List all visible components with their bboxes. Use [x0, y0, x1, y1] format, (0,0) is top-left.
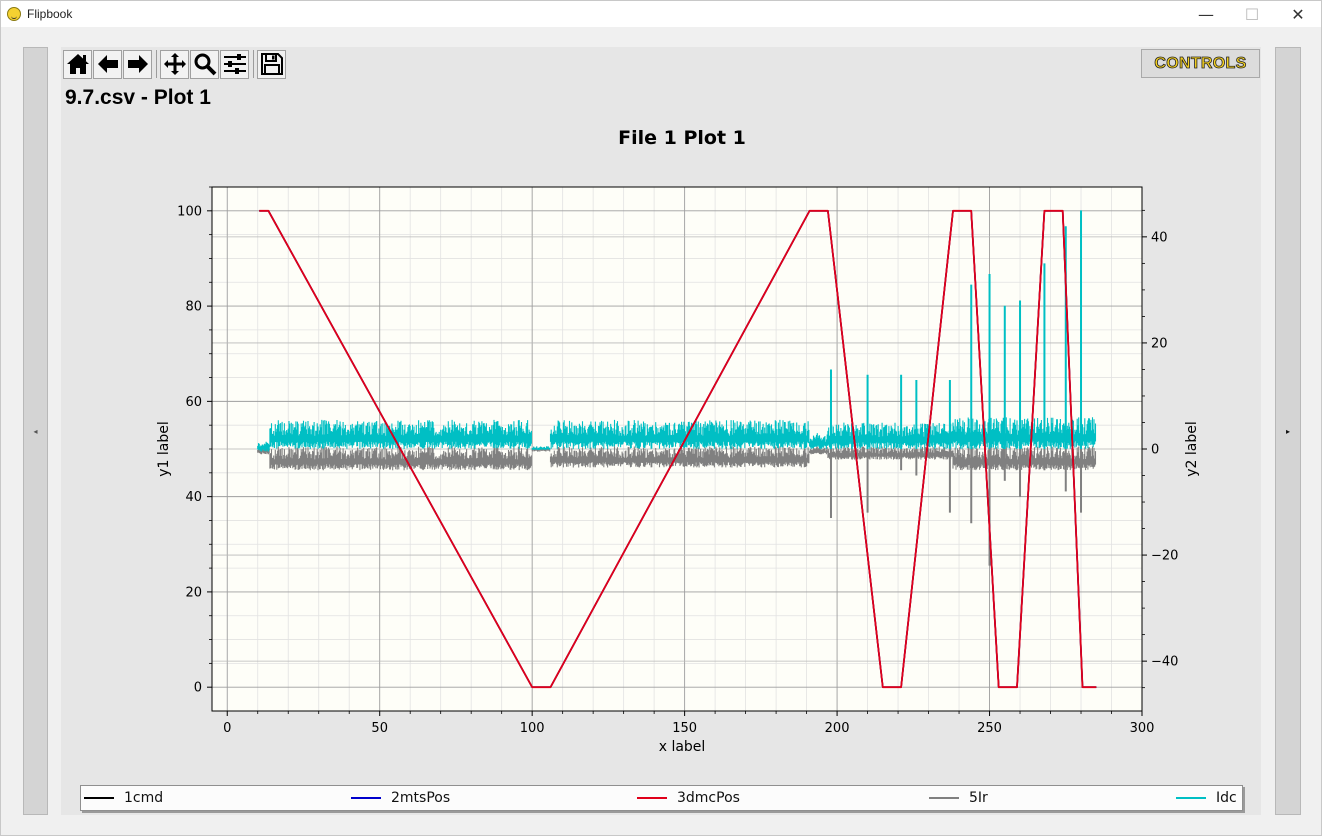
legend-item-idc[interactable]: Idc: [1176, 790, 1237, 806]
x-tick-label: 300: [1130, 721, 1155, 736]
legend-item-2mtspos[interactable]: 2mtsPos: [351, 790, 450, 806]
maximize-button[interactable]: ☐: [1244, 4, 1260, 24]
series-3dmcpos: [259, 209, 1097, 689]
legend-item-1cmd[interactable]: 1cmd: [84, 790, 163, 806]
legend-swatch: [637, 797, 667, 799]
pan-icon: [163, 53, 186, 75]
y-tick-label: 60: [185, 395, 202, 410]
x-axis-label: x label: [659, 739, 706, 755]
series-idc: [257, 210, 1097, 452]
forward-arrow-icon: [127, 55, 148, 73]
previous-page-button[interactable]: ◂: [23, 47, 48, 815]
configure-subplots-icon: [223, 54, 246, 74]
plot-panel: CONTROLS 9.7.csv - Plot 1 0 50 100 150 200 25…: [61, 47, 1261, 815]
legend-swatch: [351, 797, 381, 799]
toolbar-separator: [156, 50, 157, 78]
legend-item-5ir[interactable]: 5Ir: [929, 790, 988, 806]
y-tick-label: 100: [177, 204, 202, 219]
next-page-button[interactable]: ▸: [1275, 47, 1301, 815]
navigation-toolbar: [63, 49, 287, 79]
close-button[interactable]: ✕: [1291, 4, 1305, 24]
y-tick-label: 0: [194, 681, 202, 696]
legend-label: 5Ir: [969, 790, 988, 806]
y2-tick-label: 0: [1151, 443, 1159, 458]
zoom-button[interactable]: [190, 49, 219, 79]
x-tick-label: 250: [977, 721, 1002, 736]
y2-tick-label: 20: [1151, 336, 1168, 351]
title-bar: Flipbook — ☐ ✕: [1, 1, 1321, 27]
minimize-button[interactable]: —: [1198, 4, 1214, 24]
flipbook-app-icon: [7, 7, 21, 21]
x-tick-label: 100: [520, 721, 545, 736]
x-tick-label: 50: [371, 721, 388, 736]
chart[interactable]: 0 50 100 150 200 250 300 0 20 40 60 80 100 −40 −20 0 20 4…: [61, 47, 1261, 785]
y2-tick-label: 40: [1151, 230, 1168, 245]
window-title: Flipbook: [27, 7, 73, 21]
x-tick-label: 200: [825, 721, 850, 736]
legend-label: Idc: [1216, 790, 1237, 806]
chart-legend: 1cmd 2mtsPos 3dmcPos 5Ir Idc: [80, 785, 1243, 811]
home-icon: [66, 54, 89, 74]
y2-tick-label: −40: [1151, 655, 1178, 670]
back-arrow-icon: [97, 55, 118, 73]
save-button[interactable]: [257, 49, 286, 79]
legend-label: 1cmd: [124, 790, 164, 806]
x-tick-label: 150: [672, 721, 697, 736]
y2-tick-label: −20: [1151, 549, 1178, 564]
legend-label: 2mtsPos: [391, 790, 451, 806]
legend-item-3dmcpos[interactable]: 3dmcPos: [637, 790, 740, 806]
pan-button[interactable]: [160, 49, 189, 79]
configure-subplots-button[interactable]: [220, 49, 249, 79]
legend-swatch: [84, 797, 114, 799]
window-controls: — ☐ ✕: [1183, 1, 1321, 27]
series-5ir: [257, 446, 1097, 566]
zoom-icon: [194, 53, 216, 76]
y-tick-label: 80: [185, 300, 202, 315]
legend-label: 3dmcPos: [677, 790, 740, 806]
chevron-left-icon: ◂: [33, 426, 38, 436]
home-button[interactable]: [63, 49, 92, 79]
save-icon: [260, 53, 283, 75]
y-tick-label: 20: [185, 585, 202, 600]
forward-button[interactable]: [123, 49, 152, 79]
y-tick-label: 40: [185, 490, 202, 505]
y2-axis-label: y2 label: [1184, 421, 1200, 477]
x-tick-label: 0: [223, 721, 231, 736]
toolbar-separator: [253, 50, 254, 78]
chart-title: File 1 Plot 1: [618, 127, 746, 149]
back-button[interactable]: [93, 49, 122, 79]
legend-swatch: [929, 797, 959, 799]
y-axis-label: y1 label: [156, 421, 172, 477]
page-title: 9.7.csv - Plot 1: [65, 86, 211, 109]
controls-button[interactable]: CONTROLS: [1141, 49, 1260, 78]
series-band: [257, 417, 1097, 452]
legend-swatch: [1176, 797, 1206, 799]
chevron-right-icon: ▸: [1285, 426, 1290, 436]
